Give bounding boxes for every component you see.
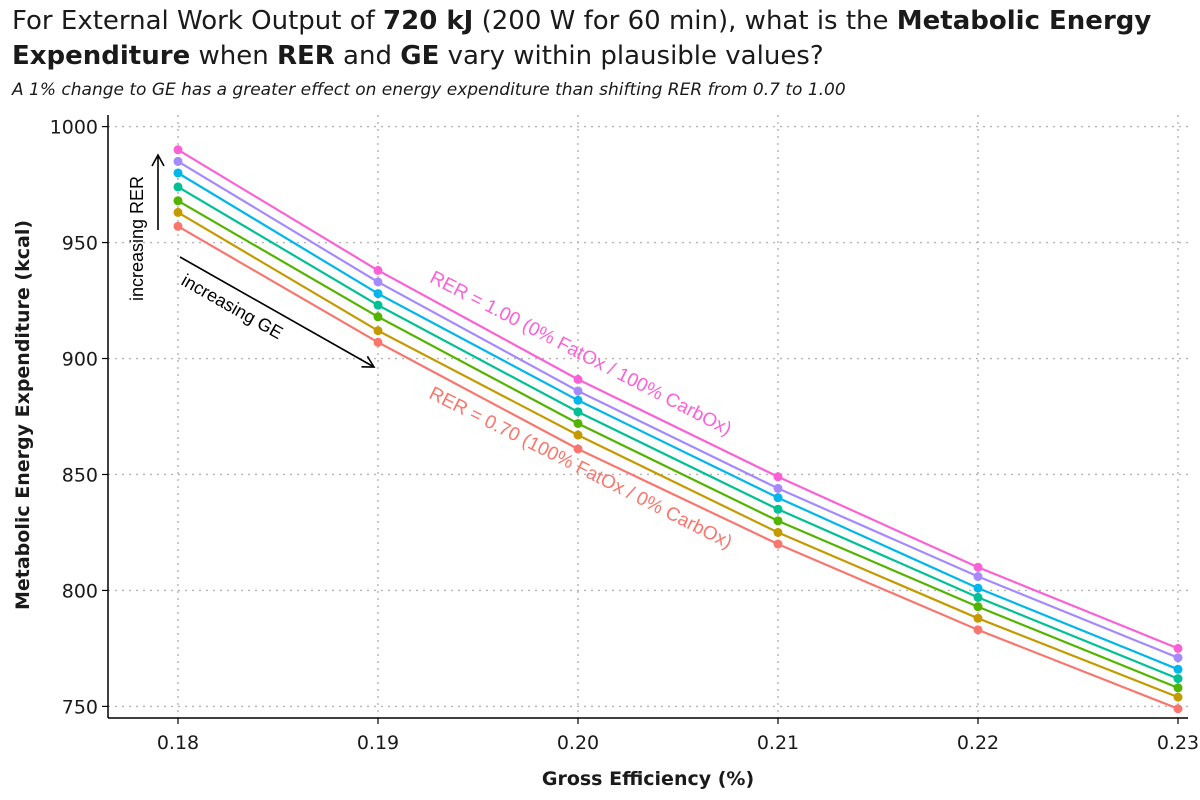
series-rer-070 [173, 221, 1183, 714]
series-line [177, 211, 1179, 699]
data-point [573, 374, 583, 384]
y-tick-label: 850 [62, 464, 98, 486]
data-point [773, 493, 783, 503]
series-rer-085 [173, 182, 1183, 684]
chart-title: For External Work Output of 720 kJ (200 … [12, 4, 1192, 74]
series-line [177, 199, 1179, 689]
data-point [573, 444, 583, 454]
y-tick-label: 800 [62, 580, 98, 602]
title-rer: RER [276, 41, 335, 71]
data-point [173, 182, 183, 192]
data-point [773, 516, 783, 526]
data-point [973, 625, 983, 635]
data-point [1173, 692, 1183, 702]
gridlines [108, 115, 1188, 718]
data-point [773, 504, 783, 514]
title-ge: GE [400, 41, 440, 71]
y-tick-label: 1000 [50, 117, 98, 139]
x-tick-label: 0.22 [957, 732, 999, 754]
data-point [973, 583, 983, 593]
data-point [573, 407, 583, 417]
title-part: when [190, 41, 277, 71]
series-rer-090 [173, 168, 1183, 674]
series-rer-075 [173, 207, 1183, 702]
data-point [973, 562, 983, 572]
series-line [177, 148, 1179, 650]
data-point [173, 168, 183, 178]
title-part: and [334, 41, 401, 71]
x-axis-title: Gross Efficiency (%) [542, 768, 754, 790]
data-point [173, 196, 183, 206]
data-point [973, 613, 983, 623]
series-line [177, 225, 1179, 710]
data-point [773, 472, 783, 482]
title-metabolic: Metabolic Energy Expenditure [12, 6, 1152, 71]
x-tick-label: 0.21 [757, 732, 799, 754]
data-point [1173, 643, 1183, 653]
data-point [373, 312, 383, 322]
data-point [973, 592, 983, 602]
data-point [173, 156, 183, 166]
data-point [573, 395, 583, 405]
series-rer-080 [173, 196, 1183, 693]
data-point [773, 539, 783, 549]
x-tick-label: 0.20 [557, 732, 599, 754]
data-point [373, 300, 383, 310]
data-point [373, 277, 383, 287]
data-point [1173, 683, 1183, 693]
data-point [373, 337, 383, 347]
data-point [773, 527, 783, 537]
series-rer-100 [173, 145, 1183, 653]
y-tick-label: 950 [62, 233, 98, 255]
data-point [1173, 653, 1183, 663]
title-part: vary within plausible values? [439, 41, 824, 71]
data-point [773, 483, 783, 493]
title-part: For External Work Output of [12, 6, 384, 36]
title-part: (200 W for 60 min), what is the [473, 6, 897, 36]
data-point [973, 602, 983, 612]
y-tick-label: 900 [62, 349, 98, 371]
data-point [1173, 704, 1183, 714]
x-ticks: 0.18 0.19 0.20 0.21 0.22 0.23 [157, 718, 1199, 754]
x-tick-label: 0.23 [1157, 732, 1199, 754]
increasing-ge-arrow [179, 256, 376, 368]
data-point [573, 430, 583, 440]
series-line [177, 185, 1179, 680]
series [173, 145, 1183, 714]
data-point [1173, 664, 1183, 674]
y-ticks: 750 800 850 900 950 1000 [50, 117, 108, 718]
data-point [373, 289, 383, 299]
series-line [177, 160, 1179, 659]
y-tick-label: 750 [62, 696, 98, 718]
x-tick-label: 0.19 [357, 732, 399, 754]
data-point [373, 265, 383, 275]
x-tick-label: 0.18 [157, 732, 199, 754]
increasing-ge-label: increasing GE [178, 270, 286, 343]
data-point [1173, 674, 1183, 684]
y-axis-title: Metabolic Energy Expenditure (kcal) [12, 220, 34, 610]
axes [107, 115, 1188, 719]
chart-subtitle: A 1% change to GE has a greater effect o… [12, 80, 846, 100]
data-point [373, 326, 383, 336]
data-point [573, 418, 583, 428]
data-point [973, 572, 983, 582]
data-point [173, 145, 183, 155]
title-work-output: 720 kJ [383, 6, 474, 36]
data-point [173, 221, 183, 231]
data-point [573, 386, 583, 396]
data-point [173, 207, 183, 217]
series-line [177, 172, 1179, 671]
series-rer-095 [173, 156, 1183, 663]
increasing-rer-label: increasing RER [127, 176, 147, 301]
